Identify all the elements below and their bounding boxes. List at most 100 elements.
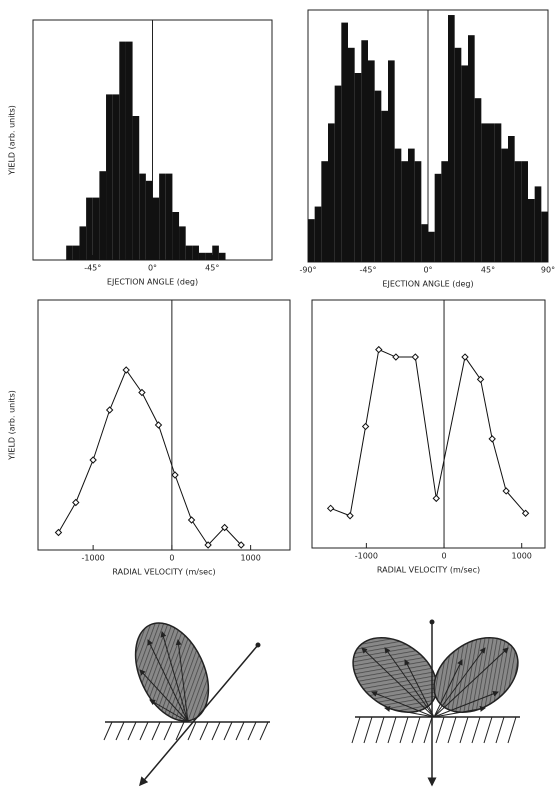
bar [198,252,206,260]
point [237,541,245,549]
bar [374,90,382,262]
point [138,388,146,397]
bar [125,41,133,260]
point [204,541,212,549]
bar [448,15,455,263]
bar [205,252,213,260]
x-tick-label: 0° [148,264,157,273]
bar [508,136,515,262]
x-tick-label: 0° [423,266,432,275]
bar [308,219,315,262]
bar [341,22,348,262]
bar [534,186,542,262]
bar [212,245,219,260]
bar [474,98,482,262]
bar [521,161,528,262]
bar [99,171,107,260]
bar [541,211,548,262]
point [54,528,63,537]
bar [218,252,226,260]
point [171,471,179,479]
x-axis-label: EJECTION ANGLE (deg) [382,280,473,289]
bar [381,110,388,262]
bar [334,85,342,262]
x-axis-label: RADIAL VELOCITY (m/sec) [377,566,480,575]
bar [408,148,415,262]
bar [481,123,488,263]
bar [441,161,448,262]
bar [501,148,508,262]
x-axis-label: RADIAL VELOCITY (m/sec) [112,568,215,577]
plot-frame [311,299,546,549]
bar [165,173,173,260]
bar [528,199,535,262]
point [476,375,485,384]
plot-frame [37,299,291,551]
bar [494,123,502,263]
point [72,498,80,507]
point [521,509,530,517]
bar [112,94,120,261]
point [361,422,370,431]
point [187,516,196,524]
bar [314,206,322,262]
bar [185,245,193,260]
point [122,366,130,374]
x-tick-label: -45° [84,264,101,273]
bar [132,116,140,260]
x-tick-label: -1000 [355,552,378,561]
bar [159,173,166,260]
point [375,345,383,354]
bar [514,161,522,262]
bar [414,161,422,262]
bar [86,197,93,260]
y-axis-label: YIELD (arb. units) [8,105,17,176]
x-tick-label: 1000 [512,552,532,561]
bar [361,40,368,262]
point [432,494,440,503]
x-tick-label: 45° [205,264,219,273]
point [220,523,229,532]
bar [434,173,442,262]
bar [428,231,435,262]
point [461,353,469,361]
point [89,456,97,464]
point [154,421,163,429]
bar [139,173,146,260]
x-tick-label: 1000 [240,554,260,563]
point [326,504,335,513]
x-tick-label: 90° [541,266,555,275]
bar [66,245,73,260]
bar [321,161,328,262]
x-tick-label: -45° [359,266,376,275]
x-tick-label: 0 [441,552,446,561]
bar [145,180,153,260]
bar [328,123,335,263]
bar [192,245,199,260]
bar [368,60,375,263]
bar [388,60,395,263]
bar [79,226,87,260]
point [411,353,420,361]
bar [488,123,495,263]
bar [106,94,113,261]
x-tick-label: 45° [481,266,495,275]
bar [468,35,475,263]
bar [348,47,355,262]
charts: -45° 0° 45° EJECTION ANGLE (deg) YIELD (arb.… [8,9,555,577]
bar [119,41,126,260]
bar [401,161,408,262]
point [105,406,114,414]
x-axis-label: EJECTION ANGLE (deg) [107,278,198,287]
bar [421,224,428,262]
point [346,512,354,520]
bar [72,245,80,260]
bar [92,197,100,260]
x-tick-label: -90° [299,266,316,275]
x-tick-label: -1000 [82,554,105,563]
point [488,435,496,443]
x-tick-label: 0 [169,554,174,563]
bar [172,212,180,260]
bar [461,65,468,262]
